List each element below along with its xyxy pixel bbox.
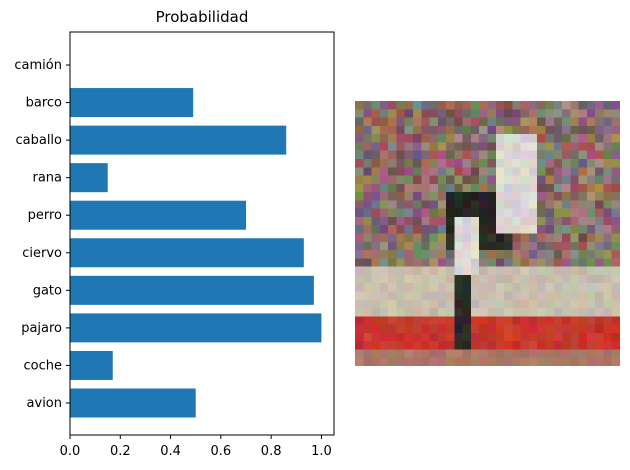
y-tick-label: perro <box>28 208 62 223</box>
chart-title: Probabilidad <box>156 8 249 26</box>
y-tick-label: caballo <box>15 133 62 148</box>
y-tick-label: avion <box>27 396 62 411</box>
y-tick-label: pajaro <box>21 321 62 336</box>
bar-ciervo <box>70 238 304 268</box>
bar-avion <box>70 388 196 418</box>
bar-gato <box>70 275 314 305</box>
plot-frame <box>69 31 335 436</box>
y-tick-label: ciervo <box>22 246 62 261</box>
bar-caballo <box>70 125 287 155</box>
bar-perro <box>70 200 246 230</box>
bar-coche <box>70 350 113 380</box>
pixelated-horse-rider-image <box>355 101 620 366</box>
bar-pajaro <box>70 313 322 343</box>
x-tick-label: 0.2 <box>110 444 131 459</box>
x-tick-label: 0.0 <box>60 444 81 459</box>
y-tick-label: gato <box>33 283 62 298</box>
x-tick-label: 0.4 <box>160 444 181 459</box>
x-tick-label: 0.6 <box>211 444 232 459</box>
y-tick-label: coche <box>24 358 63 373</box>
y-tick-label: rana <box>32 171 62 186</box>
y-tick-label: barco <box>26 96 62 111</box>
x-tick-label: 0.8 <box>261 444 282 459</box>
y-tick-label: camión <box>14 58 62 73</box>
x-tick-label: 1.0 <box>311 444 332 459</box>
bar-chart: avion coche pajaro gato ciervo perro rana cabal… <box>14 58 331 459</box>
bar-rana <box>70 163 108 193</box>
bar-barco <box>70 88 194 118</box>
